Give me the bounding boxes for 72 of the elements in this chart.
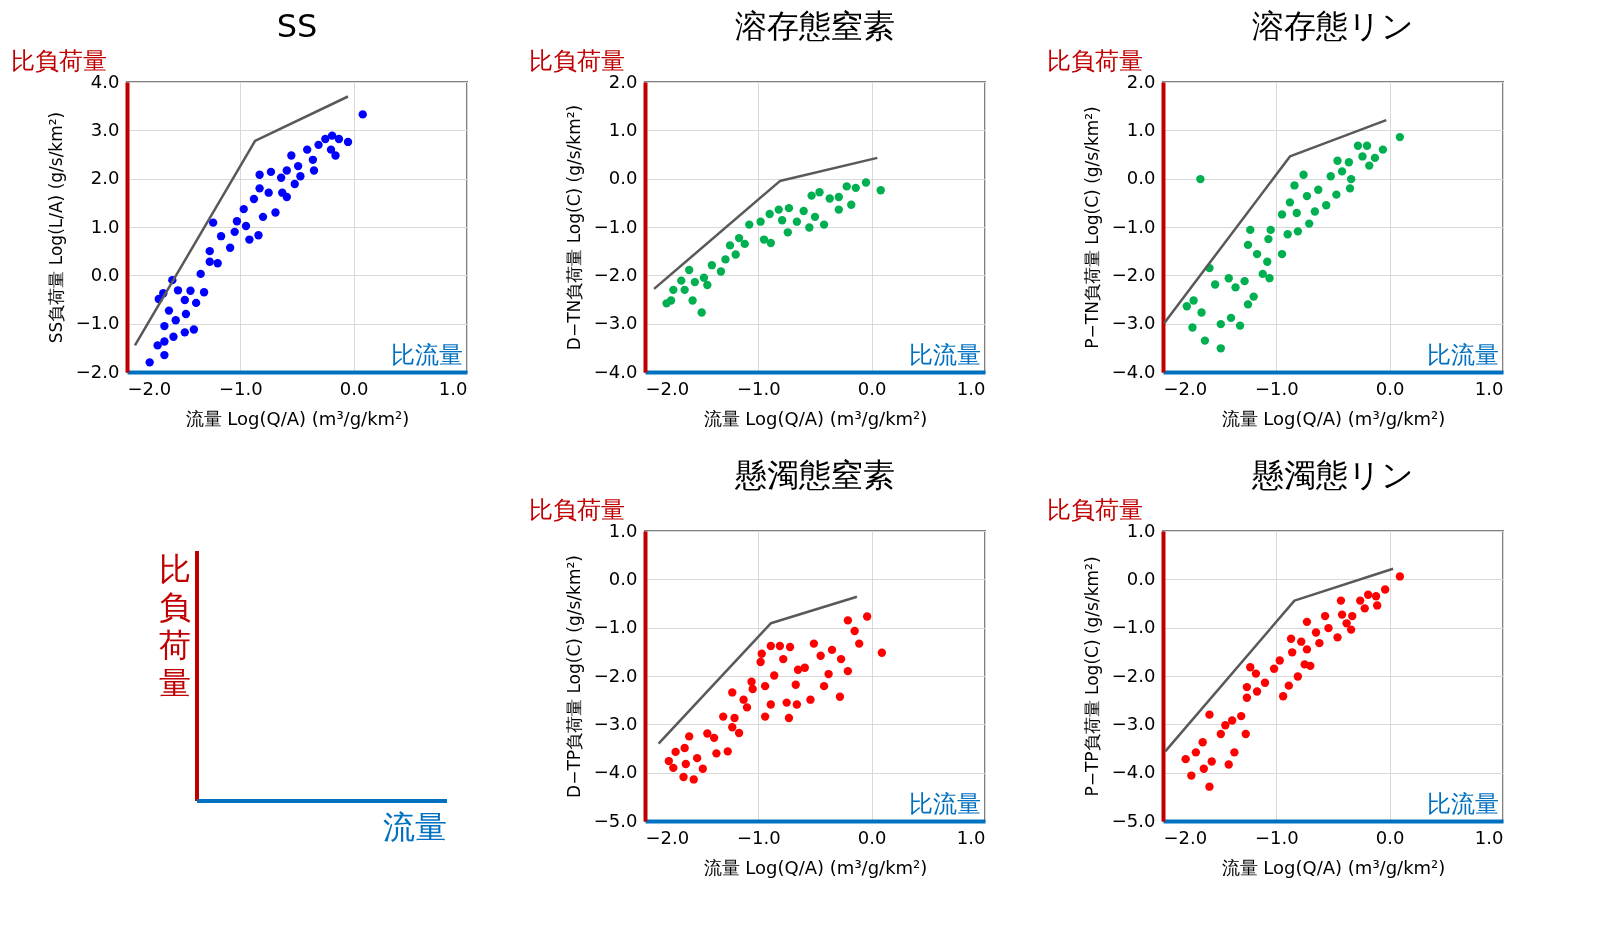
x-tick-label: 0.0	[339, 377, 369, 399]
chart-title: 溶存態窒素	[735, 7, 895, 45]
y-tick-label: −1.0	[1111, 215, 1156, 237]
x-tick-label: −2.0	[645, 377, 690, 399]
x-tick-label: −1.0	[1254, 377, 1299, 399]
y-tick-label: −5.0	[1111, 809, 1156, 831]
annotation: 比流量	[1427, 790, 1499, 818]
y-axis-title: P−TN負荷量 Log(C) (g/s/km²)	[1081, 106, 1102, 349]
x-axis-title: 流量 Log(Q/A) (m³/g/km²)	[703, 407, 928, 429]
x-tick-label: 1.0	[1474, 377, 1504, 399]
x-axis-title: 流量 Log(Q/A) (m³/g/km²)	[1221, 856, 1446, 878]
x-tick-label: −2.0	[645, 826, 690, 848]
x-tick-label: −1.0	[736, 377, 781, 399]
y-tick-label: −5.0	[593, 809, 638, 831]
y-tick-label: −3.0	[593, 712, 638, 734]
y-tick-label: −3.0	[1111, 712, 1156, 734]
x-tick-label: 1.0	[956, 377, 986, 399]
y-tick-label: 0.0	[608, 167, 638, 189]
x-axis-title: 流量 Log(Q/A) (m³/g/km²)	[1221, 407, 1446, 429]
y-tick-label: −4.0	[593, 360, 638, 382]
y-tick-label: −2.0	[1111, 664, 1156, 686]
y-tick-label: 1.0	[1126, 118, 1156, 140]
y-tick-label: 3.0	[90, 118, 120, 140]
chart-title: 溶存態リン	[1252, 7, 1414, 45]
y-tick-label: −1.0	[593, 215, 638, 237]
y-tick-label: 1.0	[90, 215, 120, 237]
x-tick-label: −2.0	[1163, 377, 1208, 399]
x-axis-title: 流量 Log(Q/A) (m³/g/km²)	[185, 407, 410, 429]
x-tick-label: −1.0	[1254, 826, 1299, 848]
x-tick-label: −1.0	[736, 826, 781, 848]
y-tick-label: 0.0	[90, 263, 120, 285]
annotation: 比流量	[391, 341, 463, 369]
chart-title: SS	[276, 7, 318, 45]
y-tick-label: −1.0	[75, 312, 120, 334]
y-tick-label: −3.0	[593, 312, 638, 334]
annotation: 比流量	[1427, 341, 1499, 369]
x-tick-label: 1.0	[1474, 826, 1504, 848]
x-tick-label: 0.0	[1375, 377, 1405, 399]
x-tick-label: −2.0	[127, 377, 172, 399]
x-tick-label: −2.0	[1163, 826, 1208, 848]
text: 比負荷量	[159, 550, 191, 702]
y-tick-label: −2.0	[593, 263, 638, 285]
y-tick-label: 0.0	[1126, 567, 1156, 589]
y-axis-title: SS負荷量 Log(L/A) (g/s/km²)	[45, 111, 66, 344]
text: 流量	[383, 808, 447, 846]
y-tick-label: 1.0	[608, 118, 638, 140]
y-tick-label: 0.0	[608, 567, 638, 589]
y-tick-label: −2.0	[1111, 263, 1156, 285]
annotation: 比流量	[909, 790, 981, 818]
x-axis-title: 流量 Log(Q/A) (m³/g/km²)	[703, 856, 928, 878]
chart-title: 懸濁態リン	[1251, 456, 1414, 494]
x-tick-label: 1.0	[438, 377, 468, 399]
y-tick-label: −4.0	[593, 761, 638, 783]
x-tick-label: −1.0	[218, 377, 263, 399]
y-tick-label: −2.0	[75, 360, 120, 382]
annotation: 比流量	[909, 341, 981, 369]
x-tick-label: 0.0	[857, 826, 887, 848]
y-tick-label: −4.0	[1111, 360, 1156, 382]
y-tick-label: −3.0	[1111, 312, 1156, 334]
y-axis-title: D−TP負荷量 Log(C) (g/s/km²)	[563, 555, 584, 798]
y-tick-label: −1.0	[593, 616, 638, 638]
y-axis-title: P−TP負荷量 Log(C) (g/s/km²)	[1081, 556, 1102, 797]
x-tick-label: 0.0	[857, 377, 887, 399]
y-tick-label: −4.0	[1111, 761, 1156, 783]
x-tick-label: 1.0	[956, 826, 986, 848]
x-tick-label: 0.0	[1375, 826, 1405, 848]
y-tick-label: 0.0	[1126, 167, 1156, 189]
y-tick-label: −2.0	[593, 664, 638, 686]
y-tick-label: 2.0	[90, 167, 120, 189]
y-axis-title: D−TN負荷量 Log(C) (g/s/km²)	[563, 104, 584, 351]
y-tick-label: −1.0	[1111, 616, 1156, 638]
chart-title: 懸濁態窒素	[734, 456, 895, 494]
